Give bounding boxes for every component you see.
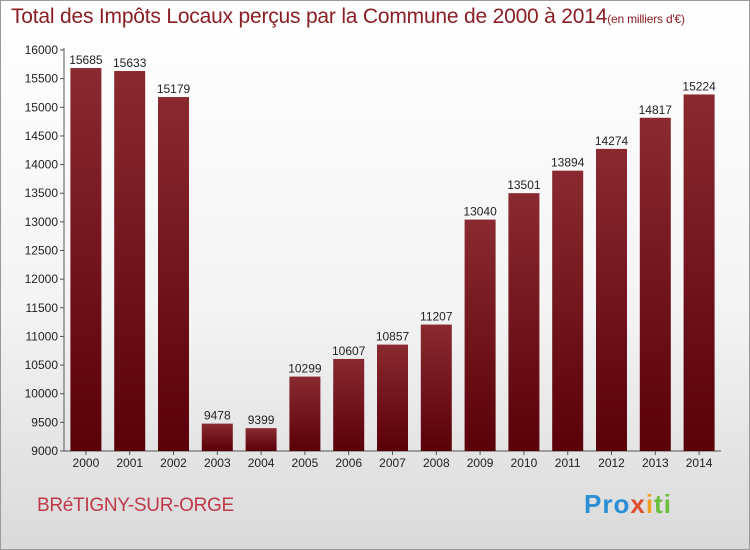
x-tick-label: 2014 [686,456,713,470]
data-label-2003: 9478 [204,409,231,423]
data-label-2002: 15179 [157,82,191,96]
logo-part-2: x [630,489,646,519]
bars [70,68,715,452]
y-tick-label: 14000 [25,158,59,172]
x-tick-label: 2004 [248,456,275,470]
y-tick-label: 10500 [25,358,59,372]
x-tick-label: 2007 [379,456,406,470]
bar-2009[interactable] [464,219,496,451]
data-label-2006: 10607 [332,344,366,358]
x-tick-label: 2013 [642,456,669,470]
data-labels: 15685 15633 15179 9478 9399 10299 10607 10857 11… [69,53,716,427]
y-tick-label: 12500 [25,244,59,258]
bar-2014[interactable] [683,94,715,452]
data-label-2004: 9399 [248,413,275,427]
bar-2011[interactable] [552,170,584,451]
data-label-2007: 10857 [376,330,410,344]
bar-2008[interactable] [420,324,452,451]
y-tick-label: 10000 [25,387,59,401]
y-tick-label: 13000 [25,215,59,229]
data-label-2001: 15633 [113,56,147,70]
x-axis: 2000 2001 2002 2003 2004 2005 2006 2007 2008 2009… [64,450,721,470]
bar-2010[interactable] [508,193,540,452]
bar-2006[interactable] [333,358,365,451]
bar-2013[interactable] [639,117,671,452]
y-tick-label: 14500 [25,129,59,143]
bar-2002[interactable] [158,97,189,452]
y-tick-label: 11000 [26,329,59,343]
logo-part-4: ti [654,489,672,519]
x-tick-label: 2010 [511,456,538,470]
logo-part-1: Pro [584,489,631,519]
y-tick-label: 11500 [26,301,59,315]
bar-2001[interactable] [114,71,146,451]
y-tick-label: 16000 [25,43,59,57]
y-axis: 9000 9500 10000 10500 11000 11500 12000 12500 13… [25,43,65,458]
data-label-2014: 15224 [682,79,716,93]
data-label-2012: 14274 [595,134,629,148]
commune-name: BRéTIGNY-SUR-ORGE [37,495,234,516]
bar-2000[interactable] [70,68,102,452]
bar-2004[interactable] [245,428,277,451]
y-tick-label: 9000 [31,444,58,458]
y-tick-label: 15500 [25,72,59,86]
x-tick-label: 2003 [204,456,231,470]
bar-2005[interactable] [289,376,321,451]
y-tick-label: 12000 [25,272,59,286]
chart-title-text: Total des Impôts Locaux perçus par la Co… [11,5,608,28]
data-label-2013: 14817 [639,103,673,117]
bar-2012[interactable] [596,148,627,452]
chart-title: Total des Impôts Locaux perçus par la Co… [11,5,685,29]
y-tick-label: 9500 [31,415,58,429]
x-tick-label: 2000 [73,456,100,470]
x-tick-label: 2011 [555,456,581,470]
bar-2003[interactable] [201,423,233,451]
data-label-2011: 13894 [551,156,585,170]
x-tick-label: 2001 [116,456,143,470]
chart-title-unit: (en milliers d'€) [607,12,685,26]
x-tick-label: 2008 [423,456,450,470]
y-tick-label: 15000 [25,100,59,114]
x-tick-label: 2012 [598,456,625,470]
bar-2007[interactable] [377,344,408,451]
logo-part-3: i [645,489,655,519]
x-tick-label: 2002 [160,456,187,470]
data-label-2008: 11207 [420,310,453,324]
y-tick-label: 13500 [25,186,59,200]
proxiti-logo[interactable]: Proxiti [584,489,672,520]
x-tick-label: 2009 [467,456,494,470]
data-label-2010: 13501 [507,178,541,192]
data-label-2009: 13040 [463,205,497,219]
data-label-2000: 15685 [69,53,103,67]
data-label-2005: 10299 [288,362,322,376]
x-tick-label: 2005 [292,456,319,470]
x-tick-label: 2006 [335,456,362,470]
